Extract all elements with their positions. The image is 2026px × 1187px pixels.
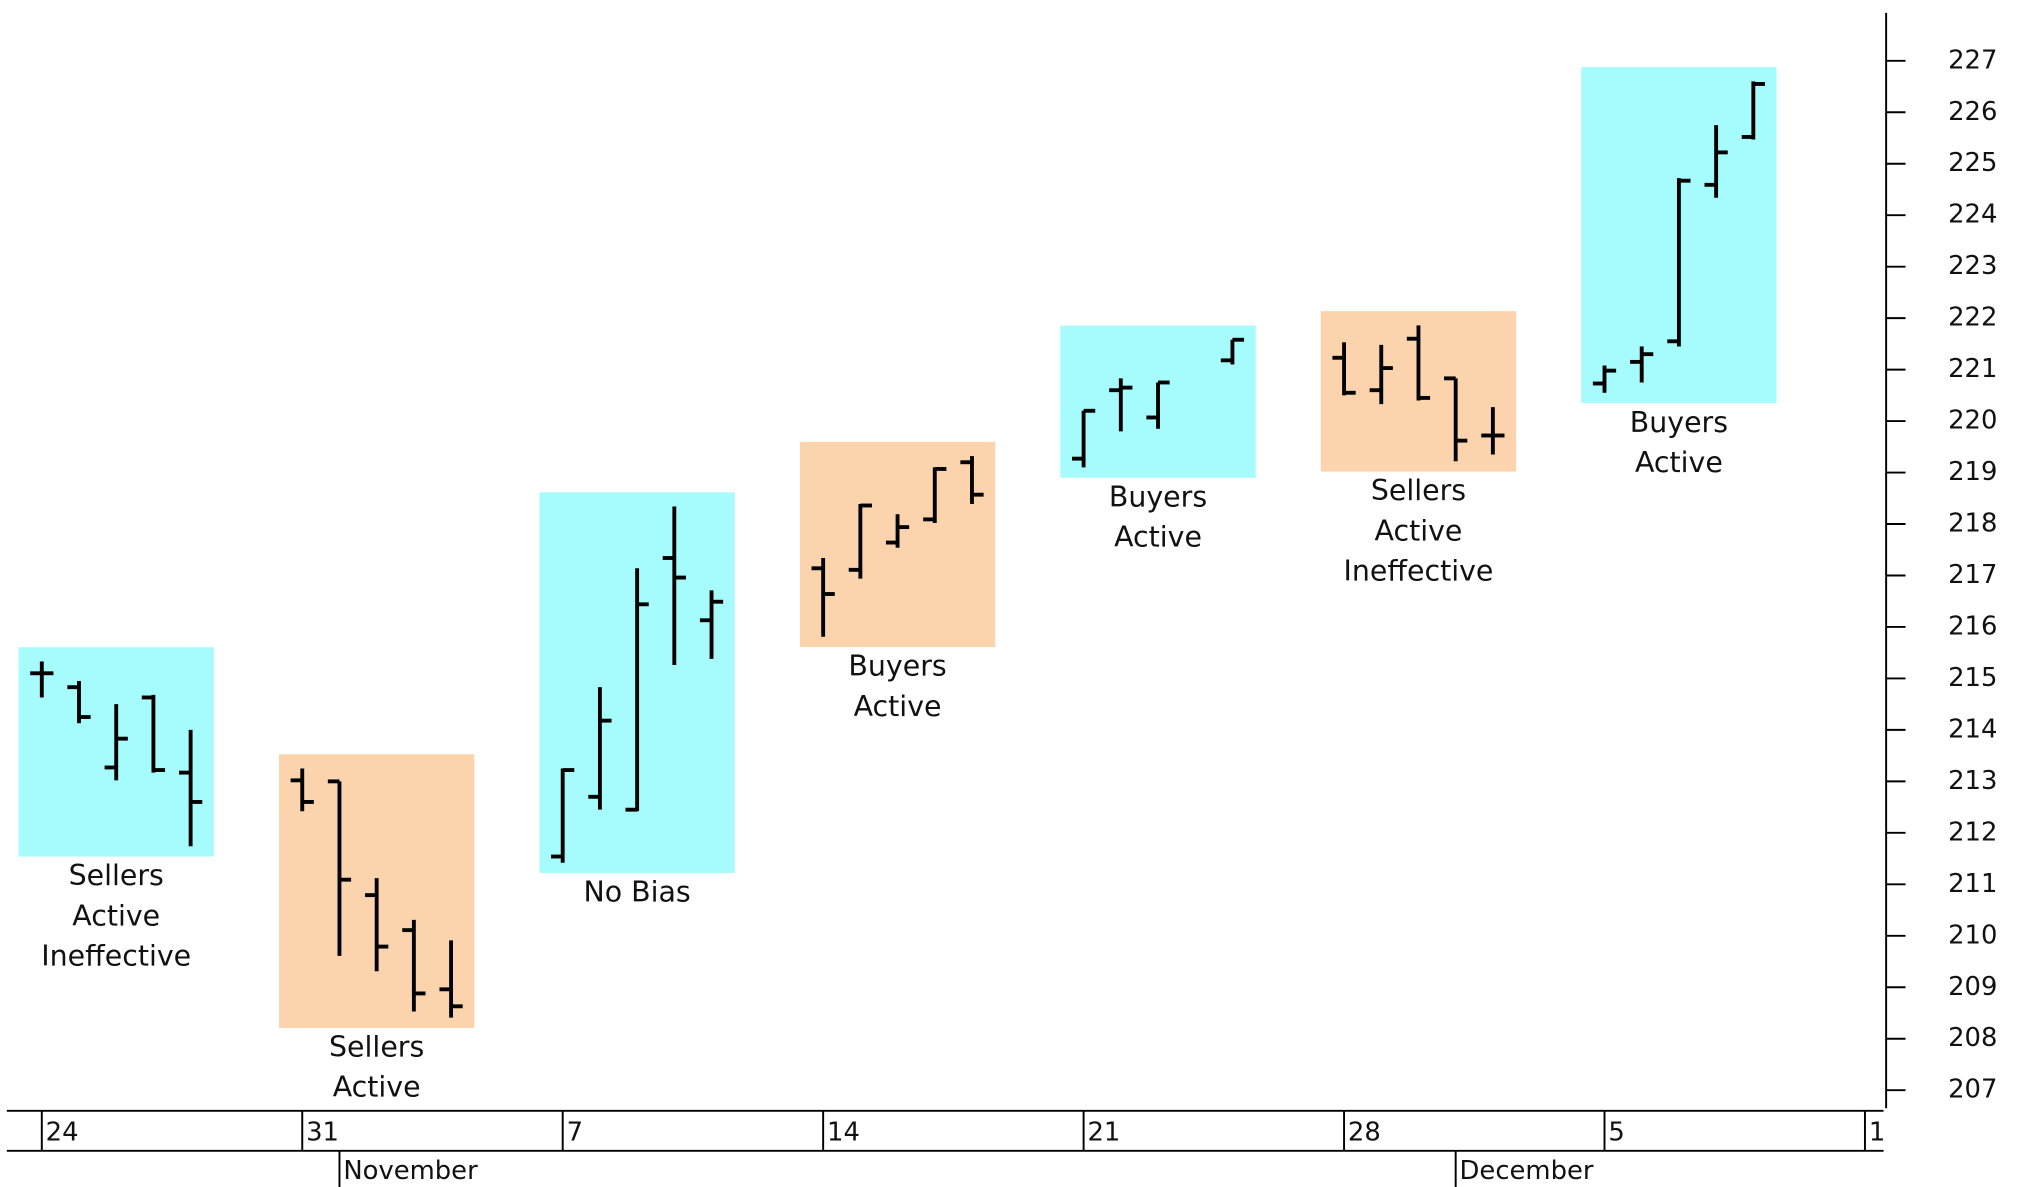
region-label: Active bbox=[72, 899, 160, 932]
region-label: Active bbox=[854, 690, 942, 723]
y-tick-label: 216 bbox=[1948, 611, 1997, 641]
y-tick-label: 225 bbox=[1948, 148, 1997, 178]
x-tick-label: 5 bbox=[1608, 1117, 1624, 1147]
month-label: December bbox=[1460, 1156, 1594, 1186]
x-tick-label: 21 bbox=[1087, 1117, 1120, 1147]
x-tick-label: 24 bbox=[46, 1117, 79, 1147]
y-tick-label: 212 bbox=[1948, 817, 1997, 847]
x-tick-label: 1 bbox=[1869, 1117, 1885, 1147]
region-label: Buyers bbox=[1109, 480, 1207, 513]
region-label: No Bias bbox=[583, 876, 690, 909]
region-label: Sellers bbox=[69, 859, 164, 892]
y-tick-label: 209 bbox=[1948, 972, 1997, 1002]
y-tick-label: 218 bbox=[1948, 509, 1997, 539]
y-tick-label: 221 bbox=[1948, 354, 1997, 384]
region-label: Buyers bbox=[1630, 406, 1728, 439]
region-label: Sellers bbox=[329, 1031, 424, 1064]
y-tick-label: 208 bbox=[1948, 1023, 1997, 1053]
region-label: Buyers bbox=[848, 650, 946, 683]
region-label: Active bbox=[1375, 514, 1463, 547]
y-tick-label: 222 bbox=[1948, 303, 1997, 333]
month-label: November bbox=[343, 1156, 478, 1186]
y-tick-label: 217 bbox=[1948, 560, 1997, 590]
y-tick-label: 207 bbox=[1948, 1075, 1997, 1105]
y-tick-label: 224 bbox=[1948, 200, 1997, 230]
x-tick-label: 31 bbox=[306, 1117, 339, 1147]
y-tick-label: 227 bbox=[1948, 45, 1997, 75]
region-label: Active bbox=[1114, 520, 1202, 553]
x-tick-label: 14 bbox=[827, 1117, 860, 1147]
y-tick-label: 220 bbox=[1948, 406, 1997, 436]
regions: Sellers Active Ineffective Sellers Active No … bbox=[18, 67, 1777, 1104]
y-tick-label: 223 bbox=[1948, 251, 1997, 281]
y-tick-label: 213 bbox=[1948, 766, 1997, 796]
x-tick-label: 28 bbox=[1348, 1117, 1381, 1147]
x-tick-label: 7 bbox=[567, 1117, 583, 1147]
y-tick-label: 219 bbox=[1948, 457, 1997, 487]
region-label: Active bbox=[1635, 446, 1723, 479]
y-tick-label: 215 bbox=[1948, 663, 1997, 693]
y-tick-label: 226 bbox=[1948, 97, 1997, 127]
region-label: Ineffective bbox=[41, 939, 191, 972]
region-label: Sellers bbox=[1371, 474, 1466, 507]
y-tick-label: 210 bbox=[1948, 920, 1997, 950]
region-label: Ineffective bbox=[1344, 554, 1494, 587]
y-tick-label: 211 bbox=[1948, 869, 1997, 899]
y-tick-label: 214 bbox=[1948, 714, 1997, 744]
region-label: Active bbox=[333, 1071, 421, 1104]
